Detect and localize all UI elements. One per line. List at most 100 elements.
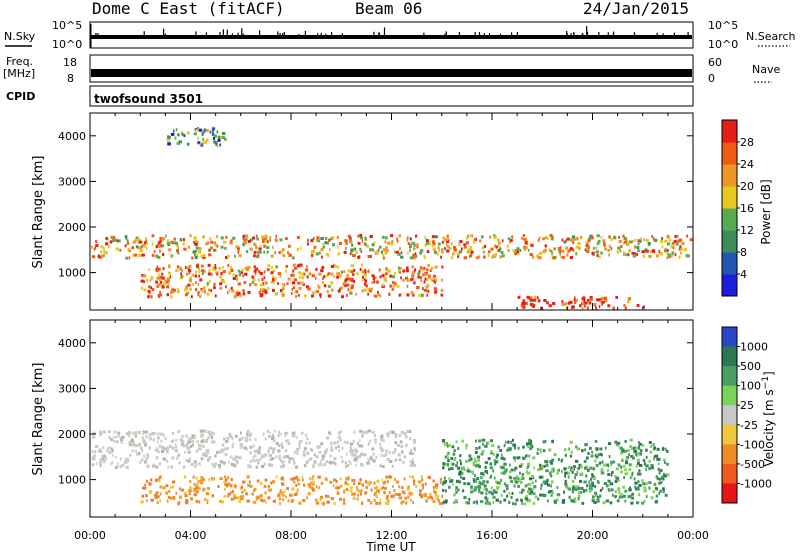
data-cell [184, 293, 188, 297]
data-cell [520, 237, 524, 240]
data-cell [522, 305, 526, 309]
data-cell [465, 443, 468, 447]
colorbar-tick-label: -1000 [740, 477, 772, 490]
data-cell [503, 469, 507, 473]
data-cell [381, 235, 385, 239]
data-cell [324, 241, 327, 245]
data-cell [413, 281, 416, 285]
data-cell [202, 235, 205, 239]
data-cell [254, 267, 259, 271]
data-cell [246, 499, 250, 503]
colorbar-tick-label: 100 [740, 380, 761, 393]
data-cell [412, 440, 416, 444]
data-cell [420, 279, 423, 283]
data-cell [587, 246, 590, 250]
data-cell [509, 470, 512, 474]
colorbar-swatch [722, 208, 737, 231]
data-cell [425, 239, 429, 243]
data-cell [395, 282, 397, 285]
data-cell [353, 458, 357, 462]
data-cell [636, 452, 640, 456]
data-cell [207, 458, 210, 462]
data-cell [230, 269, 234, 272]
data-cell [360, 452, 363, 456]
data-cell [629, 494, 632, 498]
data-cell [539, 448, 542, 452]
data-cell [333, 502, 336, 505]
data-cell [197, 136, 199, 140]
data-cell [150, 295, 153, 299]
data-cell [468, 482, 471, 486]
data-cell [631, 492, 634, 496]
data-cell [299, 246, 302, 250]
data-cell [596, 480, 599, 483]
data-cell [426, 283, 430, 287]
data-cell [213, 137, 216, 140]
data-cell [631, 471, 634, 475]
data-cell [441, 494, 443, 498]
data-cell [383, 486, 387, 490]
data-cell [492, 494, 494, 497]
data-cell [466, 250, 470, 254]
data-cell [553, 453, 557, 457]
data-cell [353, 430, 356, 434]
data-cell [543, 299, 547, 302]
data-cell [642, 482, 646, 486]
data-cell [379, 498, 382, 502]
data-cell [450, 467, 454, 471]
data-cell [405, 276, 408, 280]
data-cell [305, 285, 310, 289]
data-cell [361, 263, 363, 267]
data-cell [591, 475, 595, 479]
data-cell [397, 453, 401, 457]
data-cell [470, 247, 473, 251]
data-cell [258, 247, 262, 251]
data-cell [605, 446, 607, 450]
nsky-spike [97, 33, 99, 36]
data-cell [387, 499, 390, 502]
data-cell [493, 254, 497, 258]
data-cell [99, 433, 102, 437]
data-cell [267, 463, 272, 467]
data-cell [193, 132, 197, 136]
data-cell [597, 495, 600, 499]
data-cell [600, 251, 603, 255]
data-cell [111, 453, 114, 457]
data-cell [534, 295, 537, 299]
data-cell [353, 268, 356, 272]
data-cell [115, 455, 117, 459]
nsky-spike [383, 27, 386, 36]
data-cell [378, 501, 382, 505]
data-cell [432, 274, 437, 278]
data-cell [523, 245, 526, 249]
data-cell [672, 246, 675, 250]
data-cell [179, 495, 182, 499]
data-cell [343, 490, 346, 494]
data-cell [386, 480, 390, 484]
data-cell [404, 496, 407, 500]
data-cell [277, 434, 280, 438]
data-cell [216, 244, 219, 248]
data-cell [600, 453, 603, 457]
data-cell [170, 240, 174, 244]
data-cell [664, 239, 668, 243]
data-cell [168, 264, 171, 268]
nsky-spike [511, 32, 513, 36]
data-cell [564, 453, 567, 457]
data-cell [572, 240, 575, 244]
data-cell [371, 243, 375, 247]
data-cell [279, 488, 282, 492]
data-cell [529, 296, 533, 300]
data-cell [520, 463, 524, 466]
data-cell [264, 239, 268, 243]
data-cell [172, 439, 175, 443]
data-cell [348, 460, 351, 464]
data-cell [429, 276, 431, 280]
data-cell [460, 247, 463, 251]
data-cell [180, 131, 183, 135]
data-cell [448, 485, 451, 489]
data-cell [375, 440, 377, 444]
data-cell [577, 486, 581, 490]
data-cell [267, 264, 271, 267]
data-cell [362, 453, 367, 457]
